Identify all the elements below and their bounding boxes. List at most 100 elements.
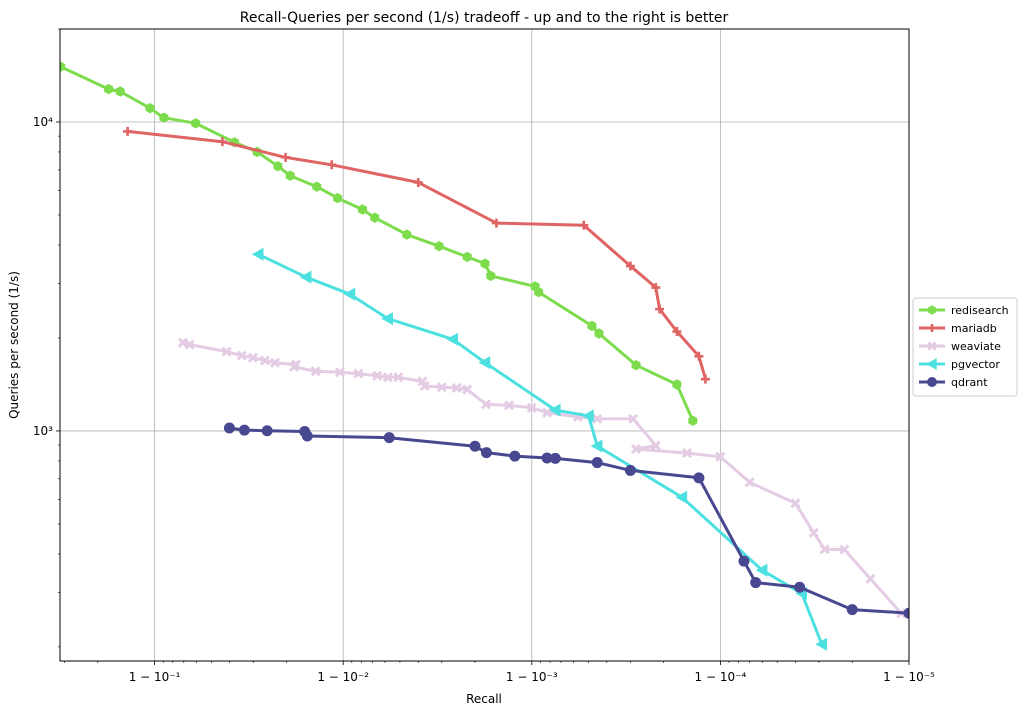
data-point-pgvector [478,356,491,370]
axes: 1 − 10⁻¹ 1 − 10⁻² 1 − 10⁻³ 1 − 10⁻⁴ 1 − 10⁻⁵… [33,28,935,684]
data-point-weaviate [269,357,281,368]
data-point-pgvector [755,563,768,577]
legend-label-redisearch: redisearch [951,304,1009,317]
data-point-weaviate [221,346,232,357]
chart-title: Recall-Queries per second (1/s) tradeoff… [240,10,729,26]
data-point-pgvector [582,409,594,423]
data-point-weaviate [819,544,830,555]
data-point-weaviate [839,544,850,555]
data-point-weaviate [744,477,755,488]
data-point-qdrant [261,425,273,437]
data-point-weaviate [808,527,819,538]
legend-label-weaviate: weaviate [951,340,1001,353]
y-axis-title: Queries per second (1/s) [7,271,21,419]
data-point-qdrant [794,581,806,593]
data-point-weaviate [184,339,195,350]
data-point-weaviate [259,355,270,366]
y-tick-label: 10³ [33,424,53,438]
series-layer [60,61,909,651]
data-point-weaviate [592,413,603,424]
data-point-weaviate [630,443,642,455]
data-point-qdrant [238,424,250,436]
data-point-redisearch [587,320,597,332]
series-qdrant [223,422,909,619]
data-point-qdrant [624,464,636,476]
data-point-pgvector [446,332,459,346]
data-point-weaviate [334,367,346,378]
x-axis-title: Recall [466,692,502,706]
y-tick-label: 10⁴ [33,115,53,129]
data-point-weaviate [419,380,430,392]
data-point-weaviate [650,440,661,451]
data-point-redisearch [672,379,682,390]
legend-item-redisearch: redisearch [919,304,1009,317]
x-tick-label: 1 − 10⁻³ [506,670,558,684]
legend-label-qdrant: qdrant [951,376,988,389]
legend-marker-redisearch [927,305,937,315]
data-point-pgvector [815,637,827,651]
data-point-weaviate [393,372,404,383]
series-line-weaviate [181,341,903,615]
data-point-redisearch [462,251,472,263]
series-line-redisearch [60,65,695,423]
series-weaviate [177,337,907,619]
legend-item-pgvector: pgvector [919,358,1000,371]
data-point-redisearch [534,286,544,298]
legend-item-weaviate: weaviate [919,340,1001,353]
legend-box [912,297,1018,397]
data-point-pgvector [251,247,264,261]
data-point-qdrant [693,472,705,484]
data-point-qdrant [903,607,909,619]
data-point-weaviate [865,573,876,584]
data-point-weaviate [372,370,383,381]
data-point-weaviate [451,382,462,393]
data-point-redisearch [285,170,295,181]
legend-item-mariadb: mariadb [919,322,997,335]
legend-label-pgvector: pgvector [951,358,1000,371]
data-point-qdrant [301,430,313,442]
x-tick-label: 1 − 10⁻¹ [129,670,181,684]
data-point-weaviate [715,451,726,462]
legend-label-mariadb: mariadb [951,322,997,335]
data-point-redisearch [688,415,698,426]
data-point-pgvector [548,403,561,417]
data-point-qdrant [480,447,492,459]
data-point-mariadb [655,304,665,314]
data-point-weaviate [236,350,247,361]
data-point-mariadb [651,283,661,293]
data-point-pgvector [343,287,356,301]
data-point-qdrant [469,440,481,452]
data-point-mariadb [327,160,337,170]
data-point-weaviate [526,402,537,413]
plot-frame [59,28,910,662]
series-mariadb [123,126,710,384]
data-point-weaviate [480,399,492,410]
data-point-qdrant [846,604,858,616]
legend-marker-pgvector [926,358,937,370]
data-point-qdrant [591,457,603,469]
data-point-qdrant [750,577,762,589]
legend: redisearch mariadb weaviate pgvector qdrant [912,297,1018,397]
data-point-redisearch [145,103,155,114]
legend-marker-qdrant [927,377,937,387]
data-point-pgvector [590,439,603,453]
data-point-qdrant [509,450,521,462]
data-point-mariadb [491,218,501,228]
data-point-redisearch [486,270,496,282]
data-point-qdrant [549,452,561,464]
data-point-weaviate [436,382,447,393]
data-point-qdrant [223,422,235,434]
data-point-redisearch [631,360,641,371]
data-point-weaviate [247,352,258,363]
data-point-mariadb [672,327,682,337]
data-point-weaviate [628,413,639,424]
data-point-qdrant [738,555,750,567]
data-point-redisearch [104,83,114,95]
data-point-mariadb [579,220,589,230]
data-point-weaviate [682,447,693,459]
data-point-weaviate [503,400,515,411]
x-tick-label: 1 − 10⁻² [317,670,369,684]
data-point-qdrant [541,452,553,464]
data-point-pgvector [675,490,688,504]
